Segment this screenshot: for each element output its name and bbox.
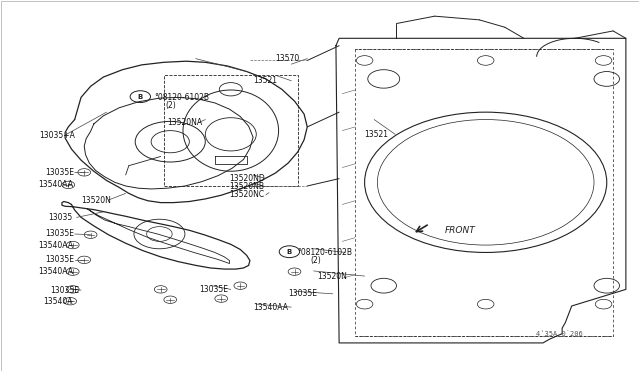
Text: 13540AA: 13540AA	[38, 180, 74, 189]
Text: 13035: 13035	[48, 213, 72, 222]
Text: 13570: 13570	[275, 54, 300, 63]
Text: °08120-6102B: °08120-6102B	[154, 93, 209, 102]
Text: 13540AA: 13540AA	[253, 302, 288, 312]
Text: 13035E: 13035E	[199, 285, 228, 294]
Text: 13035E: 13035E	[288, 289, 317, 298]
Text: 13520NB: 13520NB	[230, 182, 264, 191]
Text: 13521: 13521	[365, 130, 388, 139]
Text: 4ʹ35A 0̇206: 4ʹ35A 0̇206	[536, 331, 582, 337]
Bar	[164, 75, 298, 186]
Text: 13035E: 13035E	[45, 168, 74, 177]
Text: 13520NC: 13520NC	[230, 190, 264, 199]
Text: 13520ND: 13520ND	[230, 174, 265, 183]
Text: 13035+A: 13035+A	[40, 131, 76, 140]
Text: 13540AA: 13540AA	[38, 241, 74, 250]
Text: (2): (2)	[310, 256, 321, 265]
Text: 13035E: 13035E	[51, 286, 79, 295]
Text: 13520N: 13520N	[81, 196, 111, 205]
Text: 13520N: 13520N	[317, 272, 347, 280]
Text: °08120-6102B: °08120-6102B	[298, 248, 353, 257]
Text: 13035E: 13035E	[45, 230, 74, 238]
Text: 13540A: 13540A	[43, 297, 72, 306]
Text: 13521: 13521	[253, 76, 277, 85]
Text: B: B	[138, 94, 143, 100]
Text: B: B	[287, 249, 292, 255]
Text: 13520NA: 13520NA	[167, 118, 202, 127]
Text: FRONT: FRONT	[444, 226, 475, 235]
Text: (2): (2)	[166, 101, 177, 110]
Text: 13540AA: 13540AA	[38, 267, 74, 276]
Text: 13035E: 13035E	[45, 255, 74, 264]
